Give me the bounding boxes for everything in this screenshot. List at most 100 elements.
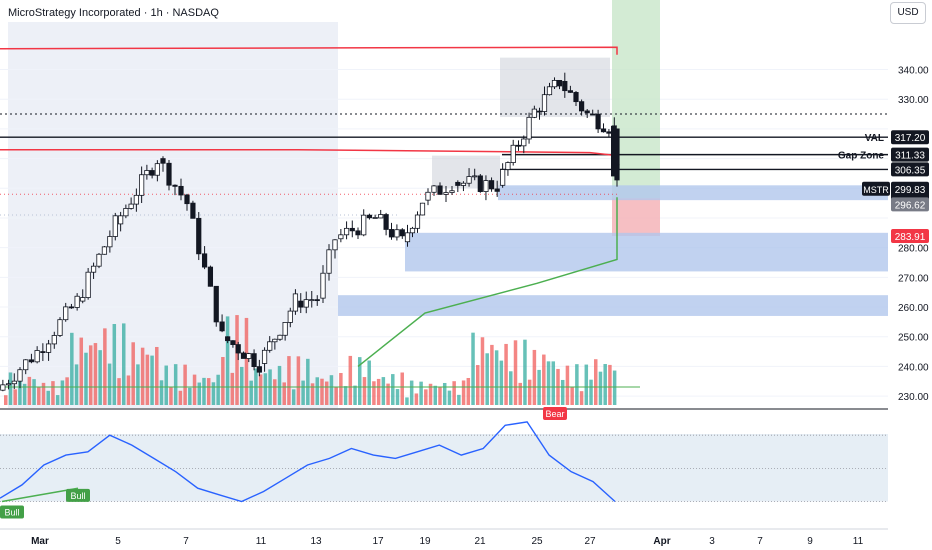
volume-bar bbox=[447, 390, 452, 405]
volume-bar bbox=[504, 343, 508, 405]
time-tick-label: 17 bbox=[372, 536, 384, 547]
volume-bar bbox=[41, 382, 46, 405]
volume-bar bbox=[386, 383, 390, 405]
candle-body bbox=[225, 336, 231, 342]
moving-averages bbox=[0, 46, 618, 367]
volume-bar bbox=[107, 363, 112, 405]
volume-bar bbox=[324, 381, 329, 405]
candle-body bbox=[112, 215, 118, 237]
volume-bar bbox=[310, 383, 315, 405]
volume-bar bbox=[4, 395, 8, 405]
volume-bar bbox=[471, 332, 475, 405]
support-zone bbox=[498, 185, 888, 201]
currency-button[interactable]: USD bbox=[890, 2, 926, 24]
time-tick-label: 11 bbox=[853, 536, 864, 547]
time-tick-label: 7 bbox=[183, 536, 189, 547]
volume-bar bbox=[159, 380, 164, 405]
volume-bar bbox=[419, 381, 423, 405]
candle-body bbox=[201, 253, 208, 268]
volume-bar bbox=[84, 352, 88, 405]
candle-body bbox=[309, 299, 315, 302]
candle-body bbox=[455, 181, 461, 186]
volume-bar bbox=[273, 379, 277, 405]
candle-body bbox=[590, 113, 596, 116]
candle-body bbox=[63, 306, 69, 321]
level-label: VAL bbox=[865, 133, 884, 144]
candle-body bbox=[394, 229, 400, 238]
candle-body bbox=[431, 185, 437, 193]
time-tick-label: 25 bbox=[531, 536, 543, 547]
volume-bar bbox=[584, 364, 589, 405]
candle-body bbox=[338, 234, 344, 240]
candle-body bbox=[466, 176, 472, 184]
price-tick-label: 270.00 bbox=[898, 273, 929, 284]
volume-bar bbox=[32, 379, 36, 405]
volume-bar bbox=[546, 361, 551, 405]
candles bbox=[0, 72, 620, 392]
volume-bar bbox=[532, 349, 537, 405]
volume-bar bbox=[391, 374, 395, 405]
candle-body bbox=[133, 194, 139, 205]
volume-bar bbox=[291, 389, 296, 405]
volume-bar bbox=[414, 393, 419, 405]
volume-bar bbox=[164, 365, 168, 405]
volume-bar bbox=[225, 316, 230, 405]
candle-body bbox=[298, 300, 304, 308]
volume-bar bbox=[301, 380, 305, 405]
candle-body bbox=[57, 319, 63, 336]
chart-title: MicroStrategy Incorporated · 1h · NASDAQ bbox=[8, 7, 219, 19]
candle-body bbox=[101, 246, 108, 255]
candle-body bbox=[287, 310, 293, 323]
volume-bar bbox=[22, 383, 27, 405]
volume-bars bbox=[0, 315, 640, 405]
candle-body bbox=[172, 184, 178, 187]
candle-body bbox=[240, 352, 247, 359]
volume-bar bbox=[367, 360, 371, 405]
candle-body bbox=[378, 214, 384, 219]
entry-badge-value: 296.62 bbox=[895, 200, 926, 211]
candle-body bbox=[600, 128, 607, 133]
volume-bar bbox=[438, 386, 442, 405]
time-tick-label: Apr bbox=[653, 536, 670, 547]
volume-bar bbox=[216, 374, 220, 405]
volume-bar bbox=[221, 357, 225, 405]
candle-body bbox=[230, 340, 236, 345]
candle-body bbox=[196, 217, 202, 255]
candle-body bbox=[425, 191, 431, 201]
signal-label: Bear bbox=[545, 409, 564, 419]
volume-bar bbox=[494, 350, 499, 405]
candle-body bbox=[349, 227, 355, 232]
volume-bar bbox=[476, 365, 480, 405]
signal-badge bbox=[0, 505, 24, 519]
volume-bar bbox=[329, 375, 334, 405]
symbol-label: MSTR bbox=[863, 185, 889, 195]
support-zone bbox=[405, 232, 888, 272]
target-zone bbox=[612, 0, 660, 199]
price-badge-value: 299.83 bbox=[895, 185, 926, 196]
candle-body bbox=[5, 383, 12, 386]
candle-body bbox=[419, 202, 426, 216]
volume-bar bbox=[27, 376, 32, 405]
volume-bar bbox=[46, 390, 50, 405]
volume-bar bbox=[103, 328, 107, 405]
candle-body bbox=[414, 214, 421, 229]
volume-bar bbox=[173, 364, 178, 405]
volume-bar bbox=[178, 390, 183, 405]
candle-body bbox=[256, 366, 262, 373]
candle-body bbox=[166, 162, 172, 186]
candle-body bbox=[17, 369, 23, 382]
volume-bar bbox=[93, 343, 98, 405]
candle-body bbox=[521, 138, 527, 147]
divergence-line bbox=[1, 487, 79, 503]
candle-body bbox=[488, 180, 495, 190]
volume-bar bbox=[395, 389, 400, 405]
volume-bar bbox=[206, 378, 211, 405]
volume-bar bbox=[523, 339, 527, 405]
candle-body bbox=[0, 384, 6, 391]
volume-bar bbox=[244, 317, 249, 405]
volume-bar bbox=[509, 371, 513, 405]
volume-bar bbox=[339, 372, 343, 405]
volume-bar bbox=[126, 375, 131, 405]
candle-body bbox=[51, 335, 57, 345]
